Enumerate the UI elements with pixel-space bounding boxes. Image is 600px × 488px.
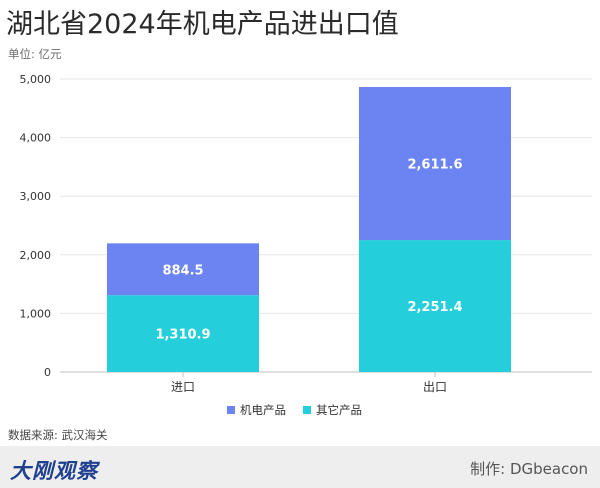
legend-swatch <box>303 406 311 414</box>
y-tick-label: 0 <box>44 366 51 379</box>
data-source: 数据来源: 武汉海关 <box>8 428 108 442</box>
y-tick-label: 1,000 <box>20 307 52 320</box>
credit-text: 制作: DGbeacon <box>470 460 588 478</box>
data-labels: 1,310.9 884.5 2,251.4 2,611.6 <box>155 158 462 343</box>
y-tick-label: 5,000 <box>20 73 52 86</box>
y-tick-label: 3,000 <box>20 190 52 203</box>
bars <box>107 87 511 372</box>
legend: 机电产品 其它产品 <box>227 403 362 417</box>
data-label: 2,611.6 <box>407 158 462 173</box>
data-label: 884.5 <box>162 263 203 278</box>
x-tick-label: 出口 <box>423 380 447 394</box>
chart-title: 湖北省2024年机电产品进出口值 <box>6 9 399 40</box>
x-tick-label: 进口 <box>171 380 195 394</box>
brand-logo: 大刚观察 <box>10 459 98 483</box>
bar-segment <box>107 243 259 296</box>
bar-segment <box>359 87 511 241</box>
legend-swatch <box>227 406 235 414</box>
stacked-bar-chart: 0 1,000 2,000 3,000 4,000 5,000 1,310.9 884.5 2… <box>20 73 592 417</box>
data-label: 2,251.4 <box>407 300 462 315</box>
bar-segment <box>107 295 259 372</box>
y-tick-label: 4,000 <box>20 132 52 145</box>
y-tick-label: 2,000 <box>20 249 52 262</box>
legend-label: 机电产品 <box>240 403 286 417</box>
y-axis-ticks: 0 1,000 2,000 3,000 4,000 5,000 <box>20 73 52 379</box>
unit-label: 单位: 亿元 <box>8 47 62 61</box>
legend-label: 其它产品 <box>316 403 362 417</box>
data-label: 1,310.9 <box>155 328 210 343</box>
x-axis-ticks: 进口 出口 <box>171 372 447 394</box>
bar-segment <box>359 240 511 372</box>
footer-bar: 大刚观察 制作: DGbeacon <box>0 446 600 488</box>
